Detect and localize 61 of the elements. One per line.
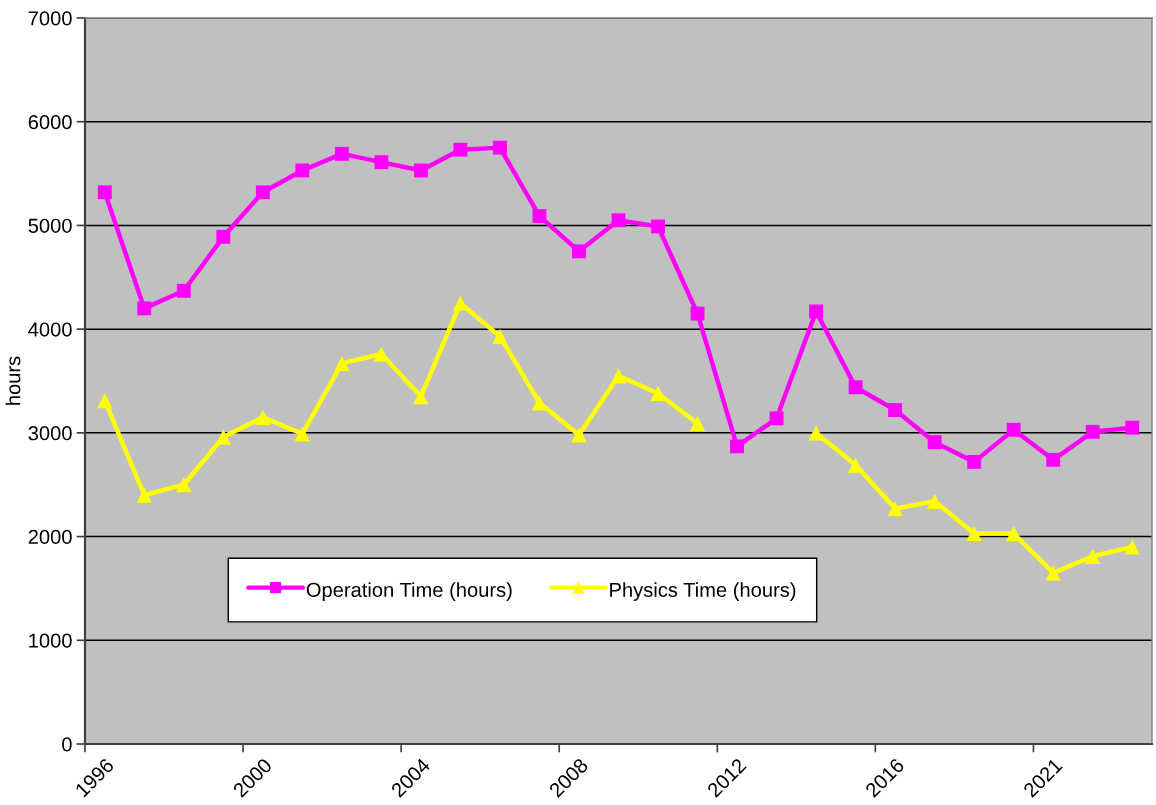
point: [1006, 422, 1021, 437]
point: [1124, 539, 1140, 555]
point: [453, 142, 468, 157]
point: [413, 163, 428, 178]
point: [255, 185, 270, 200]
point: [650, 385, 666, 402]
y-tick-label: 4000: [28, 322, 72, 337]
point: [572, 244, 586, 259]
point: [1045, 565, 1061, 581]
point: [334, 355, 350, 372]
point: [136, 487, 152, 503]
point: [769, 411, 784, 426]
point: [967, 454, 982, 469]
point: [294, 426, 310, 442]
point: [215, 429, 231, 445]
point: [216, 229, 231, 244]
y-tick-label: 0: [62, 737, 72, 752]
point: [927, 435, 942, 450]
point: [531, 395, 548, 411]
point: [611, 213, 626, 228]
y-tick-label: 3000: [28, 426, 72, 441]
point: [809, 304, 824, 319]
point: [610, 368, 627, 384]
point: [571, 427, 587, 443]
point: [1085, 548, 1101, 564]
point: [97, 185, 112, 200]
y-tick-label: 1000: [29, 633, 72, 648]
point: [176, 477, 192, 493]
point: [255, 409, 271, 425]
y-tick-label: 6000: [28, 114, 72, 130]
point: [97, 393, 113, 409]
point: [966, 525, 982, 542]
point: [413, 388, 429, 405]
point: [730, 439, 744, 454]
point: [847, 457, 864, 473]
point: [374, 155, 389, 170]
legend-label: Physics Time (hours): [610, 582, 796, 601]
point: [532, 209, 547, 224]
point: [689, 415, 706, 432]
point: [493, 140, 507, 155]
legend-label: Operation Time (hours): [306, 582, 512, 601]
point: [808, 425, 824, 441]
point: [848, 380, 863, 395]
y-tick-label: 7000: [28, 11, 72, 26]
point: [1125, 420, 1140, 435]
point: [334, 146, 349, 161]
point: [927, 493, 943, 509]
y-tick-label: 2000: [28, 529, 72, 545]
point: [1046, 452, 1061, 467]
point: [888, 403, 903, 417]
point: [492, 328, 508, 345]
y-tick-label: 5000: [28, 218, 72, 233]
point: [690, 306, 705, 321]
y-axis-title: hours: [5, 356, 21, 405]
point: [176, 283, 191, 298]
point: [295, 163, 310, 178]
point: [651, 219, 665, 234]
point: [1085, 424, 1100, 439]
point: [887, 500, 903, 517]
point: [1006, 525, 1022, 542]
point: [137, 301, 152, 316]
